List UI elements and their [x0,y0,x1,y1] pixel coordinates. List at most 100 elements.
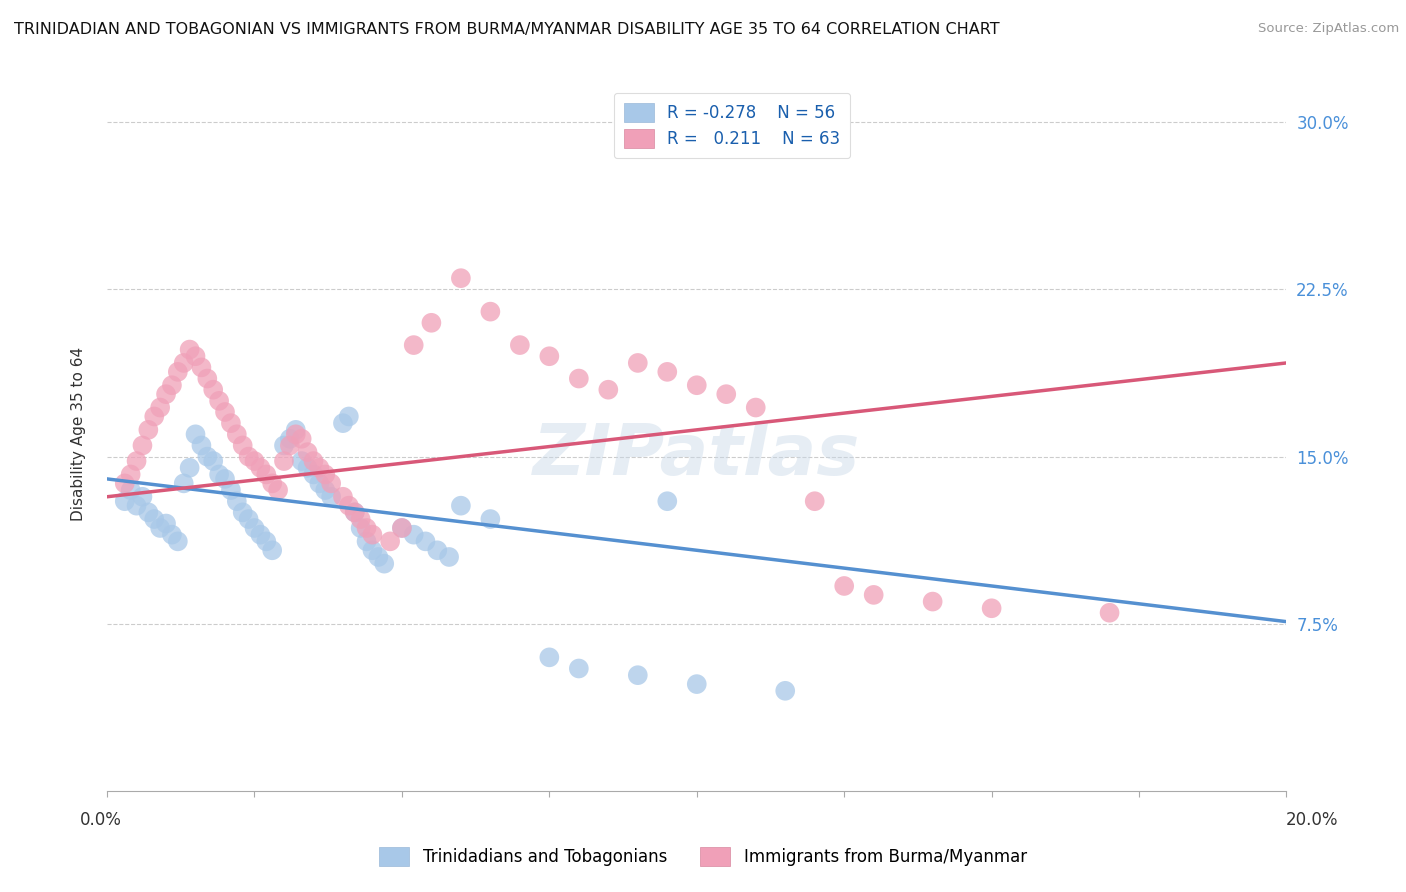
Point [138,505,160,519]
Point [832,579,855,593]
Point [332,416,354,430]
Point [509,338,531,352]
Point [238,450,260,464]
Point [420,316,443,330]
Point [657,494,679,508]
Point [243,454,266,468]
Point [195,371,218,385]
Point [232,438,254,452]
Point [114,494,136,508]
Point [627,356,650,370]
Point [426,543,449,558]
Point [202,454,225,468]
Point [350,512,373,526]
Point [321,476,343,491]
Point [160,527,183,541]
Point [402,338,425,352]
Point [356,534,378,549]
Point [921,594,943,608]
Point [149,401,172,415]
Point [773,683,796,698]
Legend: Trinidadians and Tobagonians, Immigrants from Burma/Myanmar: Trinidadians and Tobagonians, Immigrants… [373,840,1033,873]
Point [314,467,336,482]
Point [278,438,301,452]
Point [214,472,236,486]
Point [202,383,225,397]
Point [308,476,330,491]
Point [356,521,378,535]
Point [415,534,437,549]
Point [138,423,160,437]
Point [243,521,266,535]
Point [120,483,142,497]
Point [214,405,236,419]
Point [267,483,290,497]
Point [686,378,709,392]
Point [149,521,172,535]
Point [143,409,166,424]
Point [120,467,142,482]
Point [166,534,188,549]
Point [291,432,314,446]
Point [131,438,153,452]
Point [125,454,148,468]
Point [450,499,472,513]
Point [627,668,650,682]
Point [284,427,307,442]
Text: ZIPatlas: ZIPatlas [533,421,860,491]
Point [568,661,591,675]
Point [273,454,295,468]
Point [716,387,738,401]
Point [219,483,242,497]
Point [538,349,561,363]
Point [373,557,395,571]
Point [302,454,325,468]
Point [437,549,460,564]
Point [686,677,709,691]
Point [343,505,366,519]
Point [297,445,319,459]
Point [249,460,271,475]
Point [232,505,254,519]
Point [337,499,360,513]
Point [219,416,242,430]
Legend: R = -0.278    N = 56, R =   0.211    N = 63: R = -0.278 N = 56, R = 0.211 N = 63 [614,93,851,158]
Point [278,432,301,446]
Point [225,427,247,442]
Point [337,409,360,424]
Point [208,467,231,482]
Point [479,512,502,526]
Point [284,423,307,437]
Point [361,543,384,558]
Point [538,650,561,665]
Point [803,494,825,508]
Point [225,494,247,508]
Point [184,349,207,363]
Point [479,304,502,318]
Point [238,512,260,526]
Point [391,521,413,535]
Text: Source: ZipAtlas.com: Source: ZipAtlas.com [1258,22,1399,36]
Point [125,499,148,513]
Point [1098,606,1121,620]
Point [155,387,177,401]
Point [173,476,195,491]
Point [179,460,201,475]
Point [657,365,679,379]
Point [273,438,295,452]
Point [195,450,218,464]
Point [160,378,183,392]
Point [131,490,153,504]
Point [450,271,472,285]
Point [378,534,401,549]
Point [208,393,231,408]
Point [367,549,389,564]
Point [402,527,425,541]
Point [343,505,366,519]
Point [291,454,314,468]
Point [254,534,277,549]
Point [173,356,195,370]
Text: 20.0%: 20.0% [1285,811,1339,829]
Point [745,401,768,415]
Point [332,490,354,504]
